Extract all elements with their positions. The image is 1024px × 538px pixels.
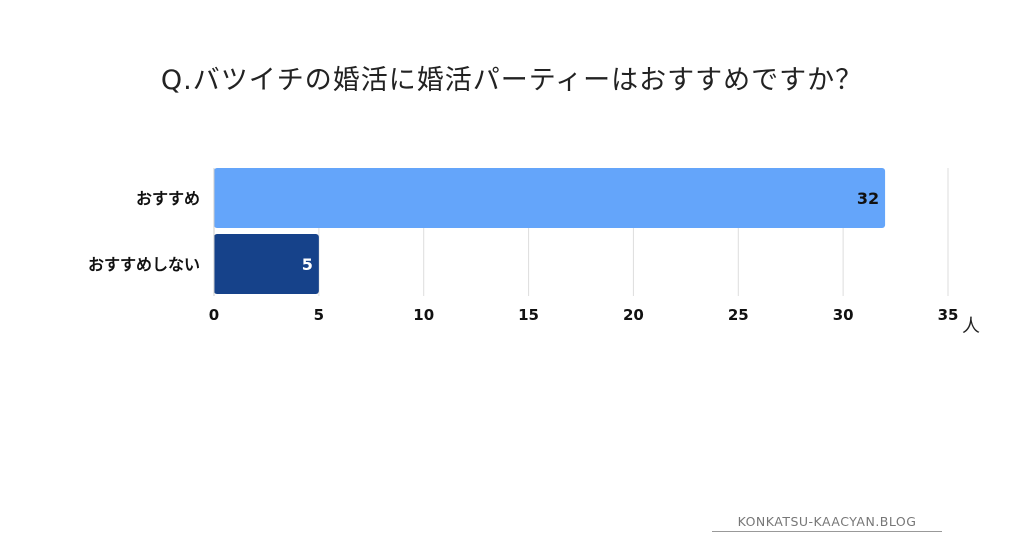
- x-tick-label: 5: [314, 306, 324, 324]
- x-tick-label: 30: [833, 306, 854, 324]
- x-tick-label: 20: [623, 306, 644, 324]
- category-label: おすすめ: [136, 189, 200, 208]
- site-credit: KONKATSU-KAACYAN.BLOG: [712, 514, 942, 532]
- x-tick-label: 35: [938, 306, 959, 324]
- x-axis-unit: 人: [962, 316, 980, 337]
- x-tick-label: 0: [209, 306, 219, 324]
- bar: [214, 168, 886, 228]
- x-tick-label: 10: [413, 306, 434, 324]
- data-label: 5: [302, 255, 313, 274]
- x-tick-label: 25: [728, 306, 749, 324]
- bar: [214, 234, 319, 294]
- bar-chart: 0 5 10 15 20 25 30 35人 おすすめ 32 おすすめしない 5: [88, 168, 980, 337]
- category-label: おすすめしない: [88, 255, 200, 274]
- data-label: 32: [857, 189, 879, 208]
- chart-title: Q.バツイチの婚活に婚活パーティーはおすすめですか？: [160, 65, 864, 96]
- x-tick-label: 15: [518, 306, 539, 324]
